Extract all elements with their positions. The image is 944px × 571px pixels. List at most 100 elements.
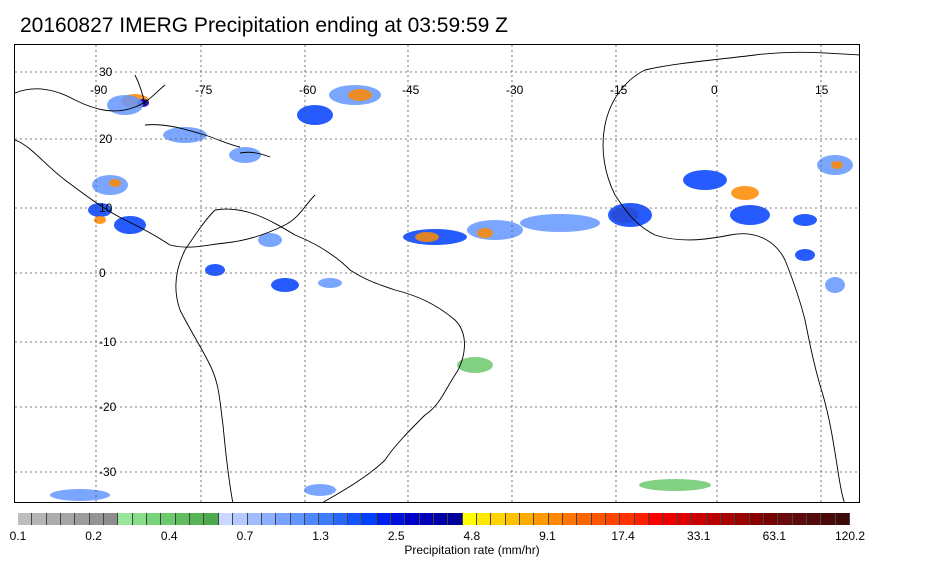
colorbar-tick-label: 4.8 [463,529,481,543]
colorbar-swatch [606,513,621,525]
colorbar-swatch [505,513,521,525]
colorbar-title: Precipitation rate (mm/hr) [404,543,540,557]
colorbar-tick-label: 0.4 [160,529,178,543]
colorbar-swatch [563,513,578,525]
colorbar-tick-label: 0.2 [85,529,102,543]
colorbar [18,513,850,525]
graticule [15,45,859,502]
colorbar-swatch [692,513,707,525]
precipitation-layer [50,85,853,501]
colorbar-swatch [18,513,33,525]
latitude-label: 20 [99,132,113,146]
colorbar-swatch [175,513,191,525]
colorbar-swatch [132,513,148,525]
colorbar-tick-labels: 0.1 0.2 0.4 0.7 1.3 2.5 4.8 9.1 17.4 33.1 63.1 120.… [0,529,944,543]
colorbar-swatch [520,513,535,525]
colorbar-swatch [376,513,391,525]
colorbar-swatch [720,513,736,525]
colorbar-swatch [821,513,836,525]
colorbar-swatch [763,513,779,525]
precipitation-cell [825,277,845,293]
latitude-label: 30 [99,65,113,79]
precipitation-cell [271,278,299,292]
coastline-south-america [175,208,465,502]
precipitation-cell [683,170,727,190]
longitude-label: -45 [402,83,420,97]
colorbar-swatch [663,513,678,525]
colorbar-swatch [548,513,564,525]
colorbar-swatch [677,513,693,525]
latitude-label: 10 [99,201,113,215]
precipitation-cell [730,205,770,225]
colorbar-swatch [390,513,406,525]
colorbar-swatch [634,513,650,525]
coastline-africa [602,51,859,502]
colorbar-swatch [347,513,363,525]
colorbar-swatch [147,513,162,525]
colorbar-swatch [46,513,62,525]
longitude-label: -90 [90,83,108,97]
colorbar-tick-label: 17.4 [611,529,635,543]
colorbar-swatch [161,513,176,525]
colorbar-swatch [591,513,607,525]
precipitation-cell [415,232,439,242]
colorbar-swatch [118,513,133,525]
colorbar-swatch [735,513,750,525]
colorbar-swatch [462,513,477,525]
precipitation-cell [467,220,523,240]
colorbar-swatch [448,513,463,525]
colorbar-swatch [276,513,291,525]
precipitation-cell [795,249,815,261]
colorbar-tick-label: 2.5 [387,529,405,543]
colorbar-swatch [333,513,348,525]
latitude-label: -20 [99,400,117,414]
colorbar-tick-label: 9.1 [539,529,556,543]
colorbar-swatch [419,513,434,525]
colorbar-swatch [706,513,721,525]
precipitation-cell [107,95,143,115]
precipitation-cell [114,216,146,234]
colorbar-tick-label: 0.1 [9,529,27,543]
longitude-label: -60 [299,83,317,97]
precipitation-cell [318,278,342,288]
precipitation-cell [50,489,110,501]
colorbar-tick-label: 63.1 [762,529,787,543]
colorbar-swatch [304,513,320,525]
colorbar-swatch [792,513,807,525]
longitude-label: -15 [610,83,628,97]
colorbar-swatch [247,513,262,525]
latitude-label: -30 [99,465,117,479]
colorbar-swatch [362,513,377,525]
longitude-label: -30 [506,83,524,97]
precipitation-cell [109,179,121,187]
colorbar-swatch [190,513,205,525]
colorbar-swatch [477,513,492,525]
precipitation-cell [457,357,493,373]
precipitation-cell [88,203,112,217]
precipitation-cell [348,89,372,101]
colorbar-swatch [620,513,635,525]
precipitation-cell [793,214,817,226]
precipitation-cell [477,228,493,238]
precipitation-cell [258,233,282,247]
map-canvas: -90 -75 -60 -45 -30 -15 0 15 30 20 10 0 -10 -20 -30 [15,45,859,502]
colorbar-swatch [649,513,664,525]
precipitation-cell [229,147,261,163]
colorbar-tick-label: 120.2 [834,529,866,543]
colorbar-swatch [204,513,219,525]
longitude-label: 0 [711,83,718,97]
colorbar-swatch [104,513,119,525]
colorbar-swatch [261,513,277,525]
colorbar-swatch [290,513,305,525]
latitude-label: 0 [99,266,106,280]
precipitation-cell [297,105,333,125]
precipitation-cell [639,479,711,491]
precipitation-cell [831,161,843,169]
colorbar-swatch [778,513,793,525]
colorbar-swatch [233,513,248,525]
colorbar-swatch [534,513,549,525]
longitude-label: 15 [815,83,829,97]
map-title: 20160827 IMERG Precipitation ending at 0… [20,14,508,37]
colorbar-swatch [433,513,449,525]
latitude-label: -10 [99,335,117,349]
